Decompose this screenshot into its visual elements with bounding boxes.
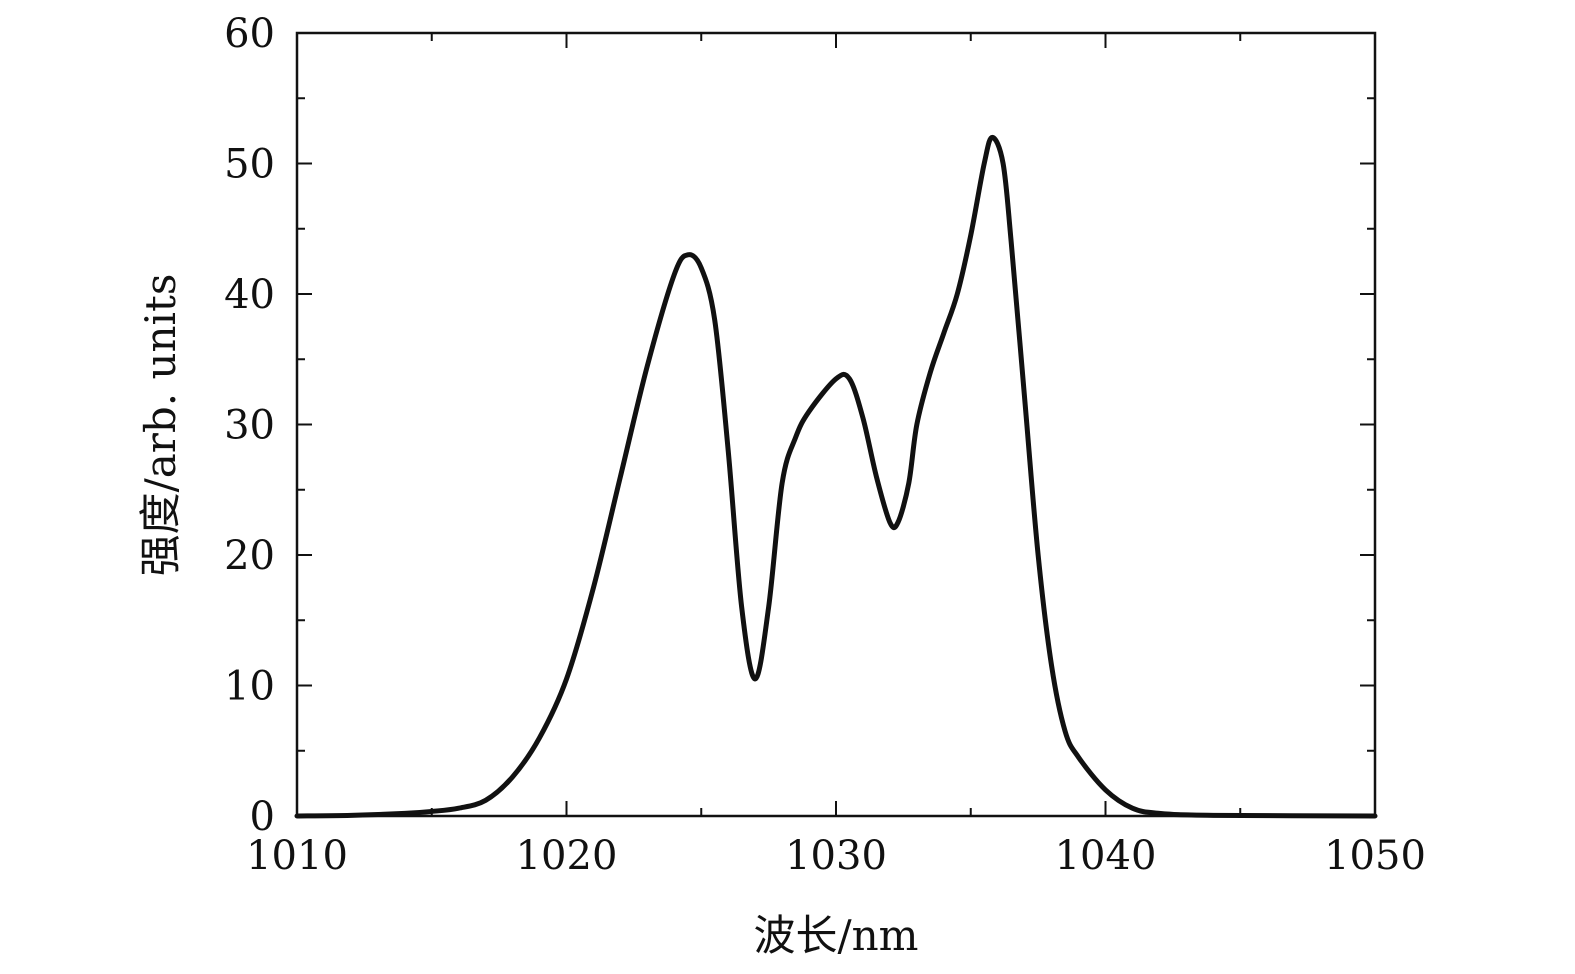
plot-frame [295, 31, 1377, 818]
ticks-layer [296, 32, 1376, 817]
series-line [294, 134, 1378, 819]
y-tick-label: 40 [224, 272, 275, 318]
x-tick-label: 1050 [1324, 833, 1426, 879]
x-tick-label: 1010 [246, 833, 348, 879]
y-axis-label: 强度/arb. units [136, 274, 185, 577]
x-tick-label: 1030 [785, 833, 887, 879]
y-tick-label: 60 [224, 11, 275, 57]
y-tick-label: 10 [224, 664, 275, 710]
y-tick-label: 20 [224, 533, 275, 579]
y-tick-label: 50 [224, 142, 275, 188]
y-tick-label: 30 [224, 403, 275, 449]
x-tick-label: 1020 [516, 833, 618, 879]
x-axis-label: 波长/nm [753, 911, 918, 960]
x-tick-label: 1040 [1055, 833, 1157, 879]
y-tick-label: 0 [250, 794, 275, 840]
